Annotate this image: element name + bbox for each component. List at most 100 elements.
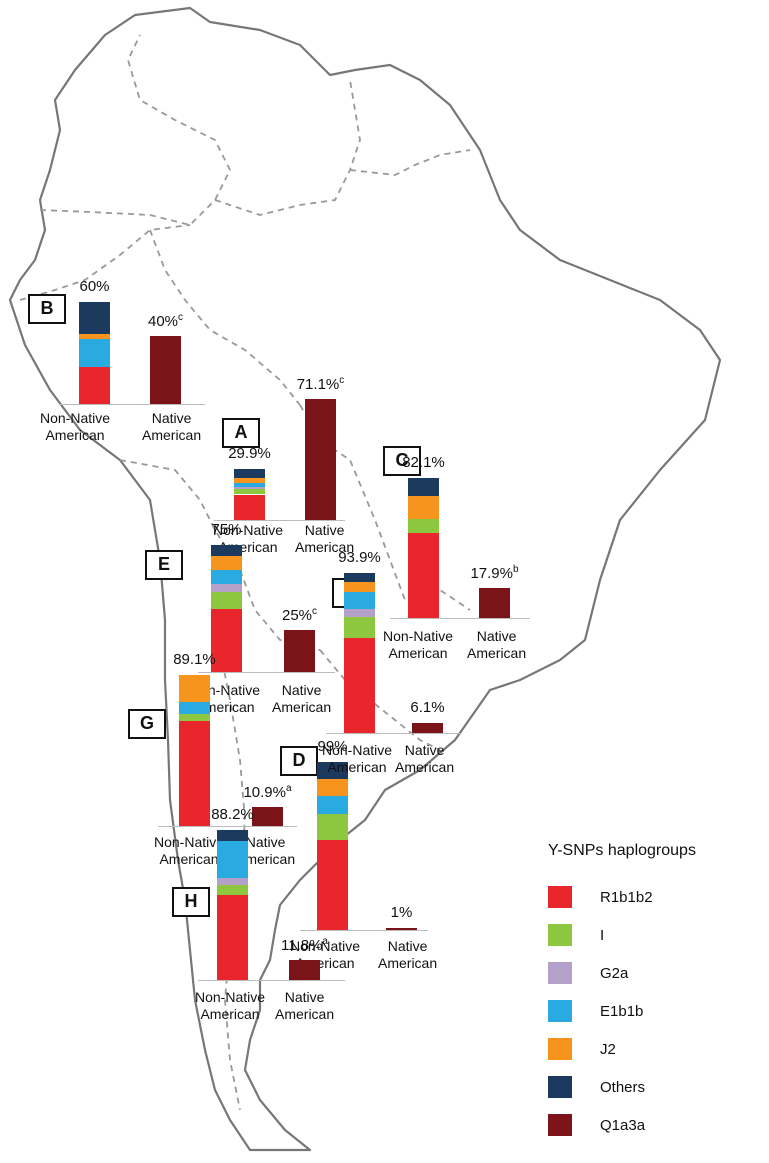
category-label-line: American xyxy=(467,645,527,661)
bar-segment-g2a xyxy=(211,583,242,593)
category-label-line: American xyxy=(272,699,332,715)
native-value-label: 11.8%a xyxy=(265,936,345,954)
bar-segment-r1b1b2 xyxy=(217,895,248,980)
baseline xyxy=(300,930,428,931)
category-label-line: American xyxy=(142,427,202,443)
category-label-native: Native American xyxy=(395,742,454,776)
category-label-line: Non-Native xyxy=(383,628,454,644)
legend-swatch xyxy=(548,924,572,946)
category-label-line: Non-Native xyxy=(154,834,225,850)
category-label-line: American xyxy=(275,1006,335,1022)
native-value-label: 25%c xyxy=(260,606,340,624)
footnote-marker: b xyxy=(512,563,519,575)
category-label-line: American xyxy=(236,851,296,867)
legend-item: J2 xyxy=(548,1030,748,1068)
category-label-line: American xyxy=(395,759,455,775)
native-value-text: 40% xyxy=(147,313,179,330)
baseline xyxy=(60,404,205,405)
category-label-native: Native American xyxy=(272,682,331,716)
legend-swatch xyxy=(548,1000,572,1022)
bar-segment-e1b1b xyxy=(344,591,375,609)
native-value-label: 71.1%c xyxy=(281,375,361,393)
bar-segment-others xyxy=(317,761,348,779)
category-label-line: American xyxy=(45,427,105,443)
bar-segment-i xyxy=(344,617,375,638)
bar-segment-r1b1b2 xyxy=(408,533,439,618)
bar-segment-r1b1b2 xyxy=(344,637,375,733)
native-value-label: 40%c xyxy=(126,312,206,330)
legend-item: R1b1b2 xyxy=(548,878,748,916)
category-label-line: American xyxy=(327,759,387,775)
non-native-value-label: 89.1% xyxy=(173,650,216,668)
bar-segment-g2a xyxy=(217,878,248,885)
category-label-line: Non-Native xyxy=(195,989,266,1005)
category-label-native: Native American xyxy=(142,410,201,444)
category-label-line: Non-Native xyxy=(290,938,361,954)
footnote-marker: a xyxy=(322,935,328,947)
baseline xyxy=(198,980,345,981)
bar-segment-e1b1b xyxy=(317,795,348,815)
legend-swatch xyxy=(548,962,572,984)
bar-segment-g2a xyxy=(344,608,375,618)
category-label-non-native: Non-Native American xyxy=(322,742,392,776)
bar-segment-e1b1b xyxy=(211,570,242,584)
category-label-line: American xyxy=(295,539,355,555)
native-value-label: 6.1% xyxy=(388,699,468,716)
non-native-value-label: 88.2% xyxy=(211,806,254,824)
native-bar xyxy=(252,807,283,826)
region-label-d: D xyxy=(280,746,318,776)
legend-swatch xyxy=(548,886,572,908)
category-label-line: Native xyxy=(284,989,325,1005)
legend-label: R1b1b2 xyxy=(600,888,653,906)
bar-segment-e1b1b xyxy=(234,482,265,487)
legend-swatch xyxy=(548,1038,572,1060)
native-value-text: 6.1% xyxy=(410,698,445,716)
legend-swatch xyxy=(548,1076,572,1098)
bar-segment-r1b1b2 xyxy=(234,494,265,520)
bar-segment-e1b1b xyxy=(179,701,210,714)
native-value-label: 1% xyxy=(362,904,442,921)
bar-segment-i xyxy=(211,592,242,610)
category-label-native: Native American xyxy=(236,834,295,868)
non-native-value-label: 75% xyxy=(211,520,242,538)
bar-segment-others xyxy=(79,302,110,335)
category-label-non-native: Non-Native American xyxy=(154,834,224,868)
bar-segment-j2 xyxy=(408,495,439,520)
category-label-line: Native xyxy=(304,522,345,538)
bar-segment-others xyxy=(344,573,375,582)
native-value-text: 71.1% xyxy=(296,376,340,394)
legend: Y-SNPs haplogroups R1b1b2 I G2a E1b1b J2 Othe… xyxy=(548,842,748,1144)
native-value-text: 1% xyxy=(390,904,413,921)
category-label-native: Native American xyxy=(295,522,354,556)
bar-segment-r1b1b2 xyxy=(179,720,210,826)
footnote-marker: c xyxy=(312,605,318,617)
legend-items: R1b1b2 I G2a E1b1b J2 Others Q1a3a xyxy=(548,878,748,1144)
region-label-e: E xyxy=(145,550,183,580)
category-label-line: Non-Native xyxy=(213,522,284,538)
baseline xyxy=(326,733,460,734)
category-label-line: Native xyxy=(387,938,428,954)
native-bar xyxy=(284,629,315,672)
bar-segment-j2 xyxy=(344,581,375,592)
non-native-value-label: 93.9% xyxy=(338,549,381,567)
category-label-line: Native xyxy=(476,628,517,644)
legend-label: Q1a3a xyxy=(600,1116,646,1134)
legend-swatch xyxy=(548,1114,572,1136)
legend-item: Q1a3a xyxy=(548,1106,748,1144)
category-label-line: American xyxy=(378,955,438,971)
category-label-line: Native xyxy=(245,834,286,850)
native-value-text: 11.8% xyxy=(281,936,323,954)
category-label-line: American xyxy=(388,645,448,661)
legend-label: J2 xyxy=(600,1040,616,1058)
bar-segment-others xyxy=(234,469,265,479)
bar-segment-g2a xyxy=(234,486,265,490)
bar-segment-i xyxy=(234,489,265,495)
category-label-non-native: Non-Native American xyxy=(40,410,110,444)
region-label-g: G xyxy=(128,709,166,739)
native-bar xyxy=(305,399,336,520)
bar-segment-j2 xyxy=(179,674,210,702)
bar-segment-r1b1b2 xyxy=(79,366,110,404)
footnote-marker: c xyxy=(178,312,184,323)
native-value-text: 17.9% xyxy=(470,564,513,582)
baseline xyxy=(390,618,530,619)
